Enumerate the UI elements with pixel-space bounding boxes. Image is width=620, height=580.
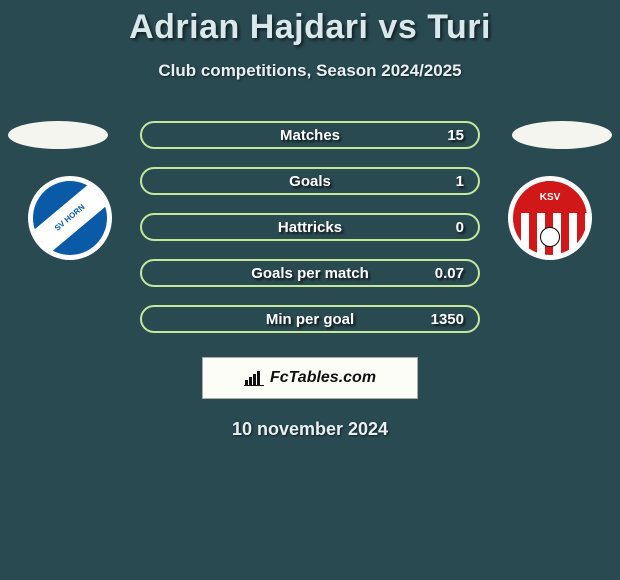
stat-value-right: 0.07 [435,265,464,282]
player-left-photo-placeholder [8,121,108,149]
stat-label: Min per goal [266,311,354,328]
stat-value-right: 0 [456,219,464,236]
stat-value-right: 1 [456,173,464,190]
branding-box[interactable]: FcTables.com [202,357,418,399]
stat-label: Hattricks [278,219,342,236]
stat-label: Goals per match [251,265,369,282]
stat-value-right: 1350 [431,311,464,328]
stat-row: Goals per match 0.07 [140,259,480,287]
club-badge-left-text: SV HORN [53,203,86,233]
branding-text: FcTables.com [270,369,376,387]
player-right-photo-placeholder [512,121,612,149]
stat-value-right: 15 [447,127,464,144]
stat-label: Matches [280,127,340,144]
stat-label: Goals [289,173,331,190]
soccer-ball-icon [540,227,560,247]
club-badge-left-inner: SV HORN [33,181,107,255]
club-badge-right-text: KSV [513,181,587,213]
stat-row: Hattricks 0 [140,213,480,241]
page-title: Adrian Hajdari vs Turi [0,0,620,47]
stat-rows: Matches 15 Goals 1 Hattricks 0 Goals per… [140,121,480,351]
date-label: 10 november 2024 [0,419,620,440]
stat-row: Goals 1 [140,167,480,195]
bar-chart-icon [244,370,264,386]
club-badge-right-inner: KSV [513,181,587,255]
subtitle: Club competitions, Season 2024/2025 [0,61,620,81]
comparison-area: SV HORN KSV Matches 15 Goals 1 Hattricks… [0,121,620,351]
club-badge-right: KSV [508,176,592,260]
stat-row: Min per goal 1350 [140,305,480,333]
club-badge-left: SV HORN [28,176,112,260]
stat-row: Matches 15 [140,121,480,149]
